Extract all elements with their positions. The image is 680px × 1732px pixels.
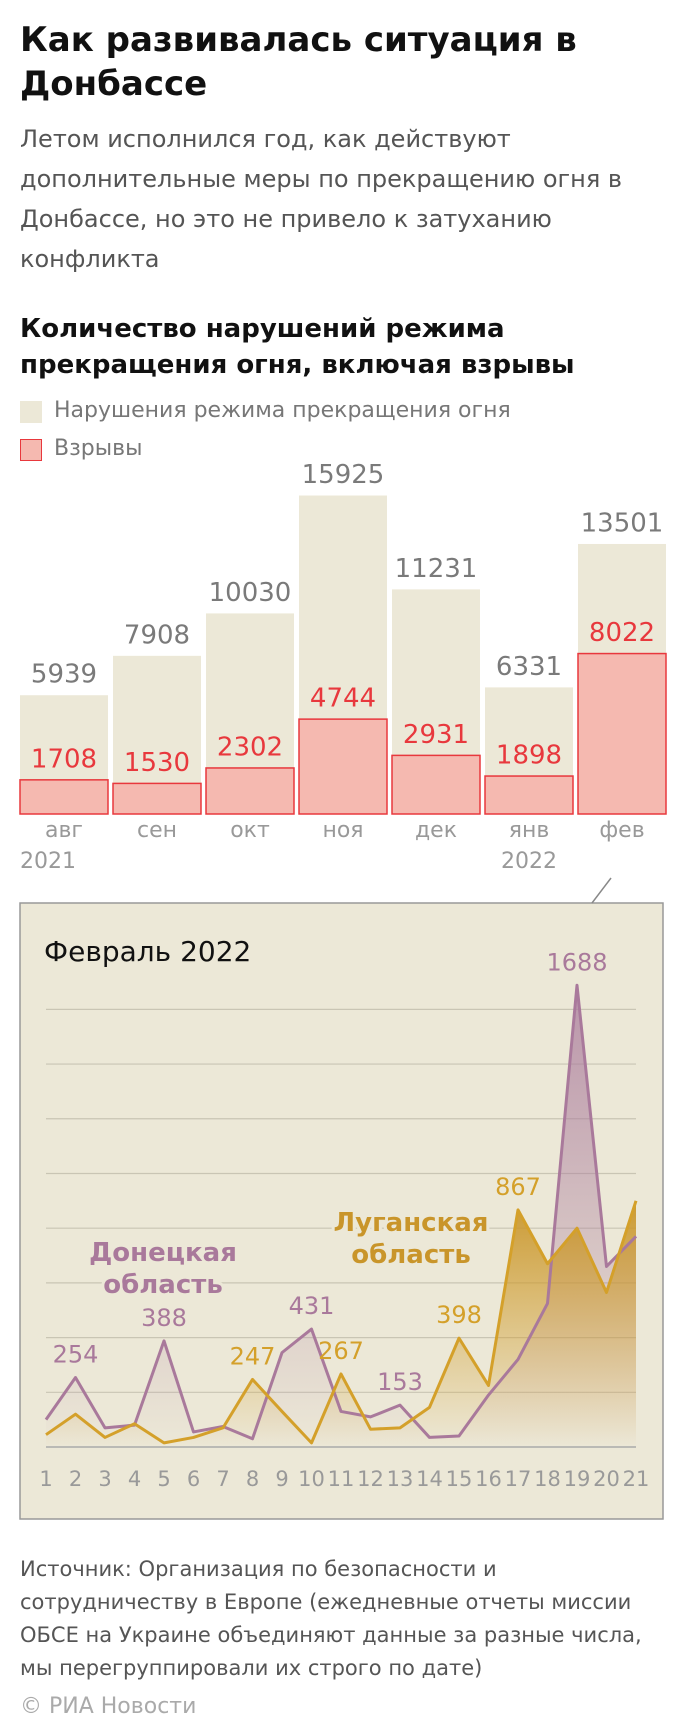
x-tick-label: 2: [69, 1467, 82, 1491]
value-label: 247: [230, 1342, 276, 1370]
bar: [298, 718, 388, 815]
value-label: 1688: [546, 948, 607, 976]
chart-title: Количество нарушений режима прекращения …: [20, 314, 575, 380]
x-tick-label: 20: [593, 1467, 620, 1491]
x-tick-label: 12: [357, 1467, 384, 1491]
value-label: 388: [141, 1304, 187, 1332]
x-tick-label: дек: [415, 818, 457, 843]
value-label: 7908: [124, 620, 190, 650]
value-label: 254: [53, 1341, 99, 1369]
value-label: 13501: [581, 508, 664, 538]
series-label: Донецкая область: [89, 1238, 237, 1300]
value-label: 398: [436, 1301, 482, 1329]
x-tick-label: 8: [246, 1467, 259, 1491]
series-label: Луганская область: [334, 1208, 489, 1270]
title: Как развивалась ситуация в Донбассе: [20, 20, 577, 104]
x-tick-label: 4: [128, 1467, 141, 1491]
value-label: 5939: [31, 660, 97, 690]
value-label: 1530: [124, 748, 190, 778]
x-tick-label: 7: [216, 1467, 229, 1491]
x-tick-label: 3: [98, 1467, 111, 1491]
x-tick-label: 13: [387, 1467, 414, 1491]
x-tick-label: окт: [230, 818, 270, 843]
x-tick-label: авг: [45, 818, 83, 843]
area: [46, 1200, 636, 1447]
value-label: 6331: [496, 652, 562, 682]
x-tick-label: 19: [564, 1467, 591, 1491]
x-tick-label: сен: [137, 818, 177, 843]
x-tick-label: 5: [157, 1467, 170, 1491]
value-label: 267: [318, 1337, 364, 1365]
bar: [19, 779, 109, 815]
x-tick-label: 11: [328, 1467, 355, 1491]
line: [45, 1200, 638, 1445]
x-tick-label: 14: [416, 1467, 443, 1491]
legend-label: Нарушения режима прекращения огня: [54, 398, 511, 423]
x-sublabel: 2021: [20, 849, 76, 874]
value-label: 2302: [217, 732, 283, 762]
line: [44, 983, 638, 1441]
value-label: 15925: [302, 460, 385, 490]
subtitle: Летом исполнился год, как действуют допо…: [20, 125, 623, 273]
bar: [112, 782, 202, 815]
x-tick-label: 1: [39, 1467, 52, 1491]
x-tick-label: 16: [475, 1467, 502, 1491]
x-tick-label: фев: [599, 818, 644, 843]
bar: [391, 754, 481, 815]
x-tick-label: 9: [275, 1467, 288, 1491]
x-tick-label: 18: [534, 1467, 561, 1491]
x-tick-label: 6: [187, 1467, 200, 1491]
value-label: 10030: [209, 578, 292, 608]
source: Источник: Организация по безопасности и …: [20, 1557, 642, 1680]
legend-swatch: [20, 439, 42, 461]
value-label: 2931: [403, 720, 469, 750]
x-tick-label: янв: [509, 818, 550, 843]
credit: © РИА Новости: [20, 1694, 197, 1719]
bar: [205, 767, 295, 815]
x-tick-label: 21: [623, 1467, 650, 1491]
value-label: 11231: [395, 554, 478, 584]
x-sublabel: 2022: [501, 849, 557, 874]
connector: [591, 877, 612, 904]
x-tick-label: 17: [505, 1467, 532, 1491]
value-label: 8022: [589, 618, 655, 648]
panel-title: Февраль 2022: [44, 935, 251, 968]
legend-label: Взрывы: [54, 436, 143, 461]
x-tick-label: ноя: [322, 818, 363, 843]
value-label: 1708: [31, 744, 97, 774]
bar: [577, 652, 667, 815]
value-label: 1898: [496, 741, 562, 771]
x-tick-label: 15: [446, 1467, 473, 1491]
value-label: 4744: [310, 684, 376, 714]
x-tick-label: 10: [298, 1467, 325, 1491]
value-label: 431: [289, 1292, 335, 1320]
value-label: 867: [495, 1173, 541, 1201]
value-label: 153: [377, 1368, 423, 1396]
legend-swatch: [20, 401, 42, 423]
bar: [484, 775, 574, 815]
